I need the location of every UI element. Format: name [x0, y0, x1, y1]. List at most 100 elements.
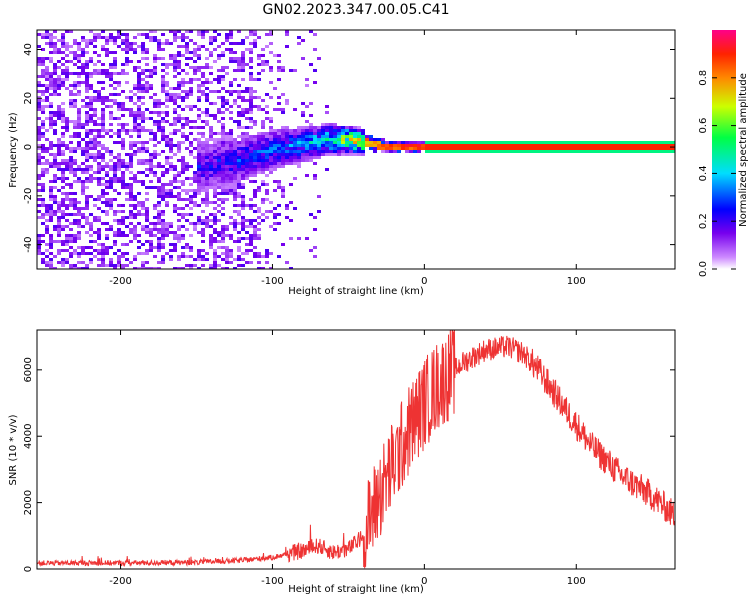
- spectrogram-cell: [45, 204, 49, 207]
- spectrogram-cell: [81, 192, 85, 195]
- spectrogram-cell: [465, 150, 469, 153]
- spectrogram-cell: [285, 99, 289, 102]
- spectrogram-cell: [109, 51, 113, 54]
- spectrogram-cell: [325, 129, 329, 132]
- spectrogram-cell: [49, 180, 53, 183]
- spectrogram-cell: [85, 147, 89, 150]
- spectrogram-cell: [61, 141, 65, 144]
- spectrogram-cell: [145, 162, 149, 165]
- spectrogram-cell: [189, 66, 193, 69]
- spectrogram-cell: [205, 216, 209, 219]
- spectrogram-cell: [645, 141, 649, 144]
- snr-series-line: [37, 330, 675, 569]
- spectrogram-cell: [225, 66, 229, 69]
- spectrogram-cell: [61, 171, 65, 174]
- spectrogram-cell: [109, 183, 113, 186]
- spectrogram-cell: [97, 156, 101, 159]
- spectrogram-cell: [229, 186, 233, 189]
- spectrogram-cell: [177, 96, 181, 99]
- spectrogram-cell: [85, 120, 89, 123]
- spectrogram-cell: [69, 93, 73, 96]
- spectrogram-cell: [181, 69, 185, 72]
- spectrogram-cell: [189, 189, 193, 192]
- spectrogram-cell: [81, 72, 85, 75]
- spectrogram-cell: [413, 150, 417, 153]
- spectrogram-cell: [329, 135, 333, 138]
- spectrogram-cell: [61, 120, 65, 123]
- spectrogram-cell: [101, 129, 105, 132]
- spectrogram-cell: [229, 147, 233, 150]
- spectrogram-cell: [53, 111, 57, 114]
- spectrogram-cell: [213, 30, 217, 33]
- spectrogram-cell: [145, 192, 149, 195]
- spectrogram-cell: [81, 261, 85, 264]
- spectrogram-cell: [85, 216, 89, 219]
- spectrogram-cell: [41, 126, 45, 129]
- spectrogram-cell: [89, 144, 93, 147]
- spectrogram-cell: [77, 48, 81, 51]
- spectrogram-cell: [49, 102, 53, 105]
- spectrogram-cell: [245, 138, 249, 141]
- spectrogram-cell: [141, 162, 145, 165]
- spectrogram-cell: [453, 144, 457, 147]
- spectrogram-cell: [217, 156, 221, 159]
- spectrogram-cell: [89, 99, 93, 102]
- spectrogram-cell: [241, 156, 245, 159]
- spectrogram-cell: [301, 141, 305, 144]
- spectrogram-cell: [197, 180, 201, 183]
- spectrogram-cell: [509, 147, 513, 150]
- spectrogram-cell: [65, 168, 69, 171]
- spectrogram-cell: [141, 84, 145, 87]
- spectrogram-cell: [253, 105, 257, 108]
- spectrogram-cell: [229, 36, 233, 39]
- spectrogram-cell: [153, 246, 157, 249]
- spectrogram-cell: [177, 87, 181, 90]
- spectrogram-cell: [173, 234, 177, 237]
- spectrogram-cell: [57, 240, 61, 243]
- spectrogram-cell: [377, 147, 381, 150]
- spectrogram-cell: [105, 198, 109, 201]
- spectrogram-cell: [157, 240, 161, 243]
- spectrogram-cell: [157, 180, 161, 183]
- spectrogram-cell: [177, 219, 181, 222]
- spectrogram-cell: [193, 51, 197, 54]
- spectrogram-cell: [77, 207, 81, 210]
- spectrogram-cell: [185, 177, 189, 180]
- spectrogram-cell: [265, 63, 269, 66]
- spectrogram-cell: [325, 105, 329, 108]
- spectrogram-cell: [205, 195, 209, 198]
- spectrogram-cell: [85, 78, 89, 81]
- spectrogram-cell: [65, 162, 69, 165]
- spectrogram-cell: [65, 126, 69, 129]
- spectrogram-cell: [157, 228, 161, 231]
- spectrogram-cell: [341, 132, 345, 135]
- spectrogram-cell: [161, 243, 165, 246]
- spectrogram-cell: [189, 51, 193, 54]
- spectrogram-cell: [157, 102, 161, 105]
- spectrogram-cell: [221, 177, 225, 180]
- spectrogram-cell: [273, 144, 277, 147]
- spectrogram-cell: [229, 177, 233, 180]
- spectrogram-cell: [321, 123, 325, 126]
- spectrogram-cell: [245, 174, 249, 177]
- spectrogram-cell: [253, 39, 257, 42]
- spectrogram-cell: [193, 42, 197, 45]
- spectrogram-cell: [253, 246, 257, 249]
- spectrogram-cell: [105, 69, 109, 72]
- spectrogram-cell: [149, 96, 153, 99]
- spectrogram-cell: [221, 156, 225, 159]
- spectrogram-cell: [185, 189, 189, 192]
- spectrogram-cell: [161, 234, 165, 237]
- spectrogram-cell: [37, 126, 41, 129]
- spectrogram-cell: [65, 213, 69, 216]
- spectrogram-cell: [97, 183, 101, 186]
- spectrogram-cell: [457, 150, 461, 153]
- spectrogram-cell: [197, 45, 201, 48]
- spectrogram-cell: [305, 105, 309, 108]
- spectrogram-cell: [133, 228, 137, 231]
- colorbar-tick-label: 0.2: [698, 213, 709, 229]
- spectrogram-cell: [285, 159, 289, 162]
- spectrogram-cell: [277, 138, 281, 141]
- spectrogram-cell: [253, 234, 257, 237]
- spectrogram-cell: [49, 195, 53, 198]
